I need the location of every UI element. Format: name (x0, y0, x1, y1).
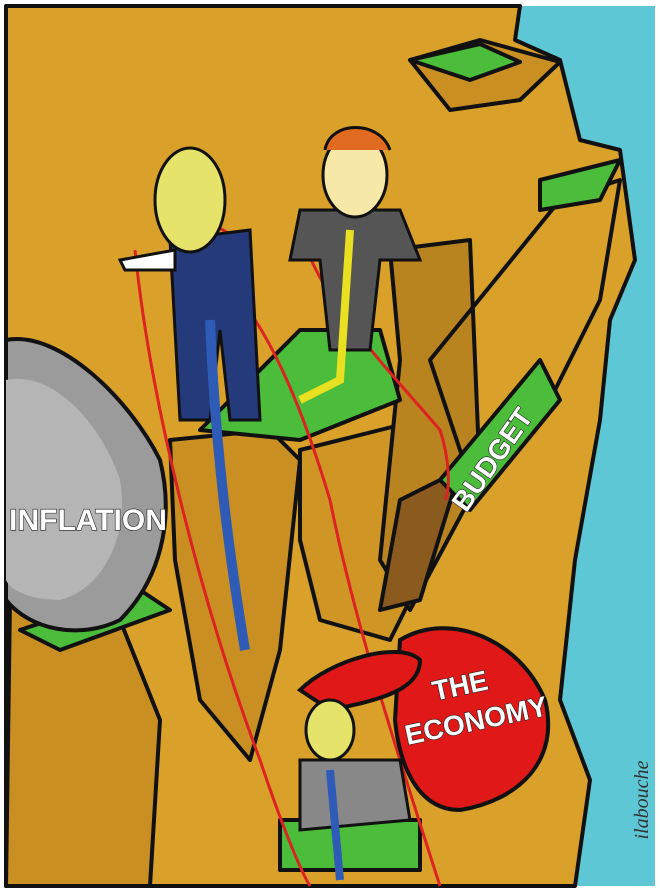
figure-left-shape (155, 148, 225, 252)
signature: ilabouche (631, 760, 653, 839)
boulder-label: INFLATION (9, 504, 167, 537)
page: INFLATION BUDGET THE ECONOMY ilabouche (… (0, 0, 660, 892)
cartoon: INFLATION BUDGET THE ECONOMY ilabouche (0, 0, 660, 892)
figure-bottom-shape (306, 700, 354, 760)
figure-bottom-shape (300, 760, 410, 830)
